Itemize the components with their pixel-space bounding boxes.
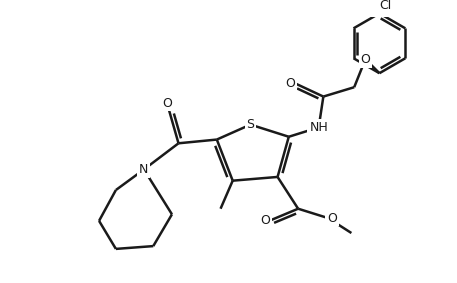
Text: N: N (139, 163, 149, 176)
Text: O: O (286, 77, 296, 90)
Text: O: O (162, 97, 172, 110)
Text: Cl: Cl (379, 0, 391, 12)
Text: O: O (327, 212, 337, 225)
Text: O: O (260, 214, 271, 227)
Text: O: O (361, 53, 370, 66)
Text: NH: NH (309, 121, 328, 134)
Text: S: S (246, 118, 255, 131)
